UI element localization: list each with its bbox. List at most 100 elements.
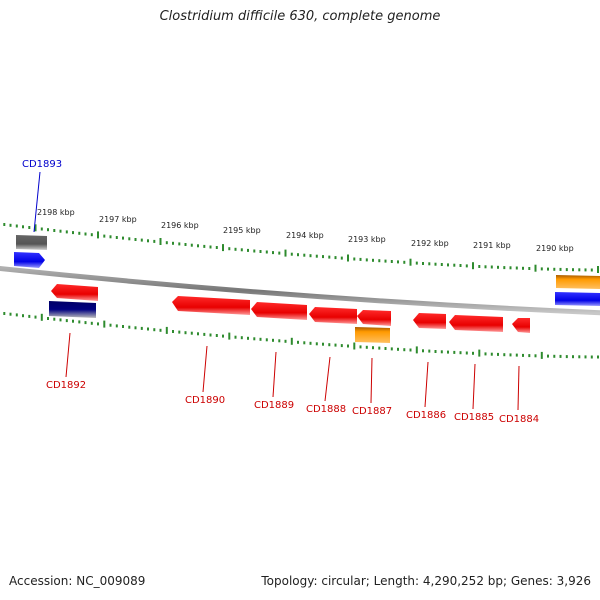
gene-label[interactable]: CD1889 xyxy=(254,400,294,411)
minor-tick xyxy=(559,354,562,358)
major-tick xyxy=(290,337,293,345)
minor-tick xyxy=(372,258,374,262)
minor-tick xyxy=(353,257,356,261)
minor-tick xyxy=(565,355,568,359)
minor-tick xyxy=(165,241,168,245)
minor-tick xyxy=(147,239,149,243)
major-tick xyxy=(40,313,43,321)
minor-tick xyxy=(465,264,468,268)
gene-label[interactable]: CD1893 xyxy=(22,159,62,170)
minor-tick xyxy=(215,334,218,337)
red-gene-arrow[interactable] xyxy=(512,318,530,333)
minor-tick xyxy=(303,341,306,345)
minor-tick xyxy=(297,340,299,344)
gene-label[interactable]: CD1885 xyxy=(454,412,494,423)
minor-tick xyxy=(265,250,268,254)
minor-tick xyxy=(47,228,49,232)
lower-tick-track xyxy=(3,312,599,359)
minor-tick xyxy=(9,223,12,227)
minor-tick xyxy=(53,317,56,321)
minor-tick xyxy=(584,355,587,359)
minor-tick xyxy=(447,350,449,354)
gene-label[interactable]: CD1890 xyxy=(185,395,225,406)
minor-tick xyxy=(590,355,593,359)
minor-tick xyxy=(297,253,299,257)
minor-tick xyxy=(115,236,118,239)
minor-tick xyxy=(265,338,268,342)
minor-tick xyxy=(347,344,349,348)
red-gene-arrow[interactable] xyxy=(309,307,357,324)
minor-tick xyxy=(434,350,437,353)
minor-tick xyxy=(540,267,543,271)
minor-tick xyxy=(65,230,68,234)
minor-tick xyxy=(140,326,143,330)
minor-tick xyxy=(497,352,499,356)
minor-tick xyxy=(534,354,537,358)
label-line xyxy=(472,363,476,410)
gene-label[interactable]: CD1888 xyxy=(306,404,346,415)
major-tick xyxy=(97,231,99,239)
minor-tick xyxy=(140,238,143,242)
minor-tick xyxy=(384,347,387,350)
minor-tick xyxy=(253,337,256,341)
minor-tick xyxy=(578,268,581,272)
minor-tick xyxy=(22,225,24,229)
minor-tick xyxy=(278,251,281,255)
minor-tick xyxy=(228,247,231,251)
minor-tick xyxy=(209,245,212,249)
red-gene-arrow[interactable] xyxy=(449,315,503,332)
reverse-strand-features xyxy=(49,284,530,343)
minor-tick xyxy=(9,312,12,316)
minor-tick xyxy=(234,247,237,251)
major-tick xyxy=(165,326,168,334)
minor-tick xyxy=(65,319,68,323)
minor-tick xyxy=(484,352,487,356)
blue-feature[interactable] xyxy=(555,292,600,306)
red-gene-arrow[interactable] xyxy=(413,313,446,329)
tick-label: 2192 kbp xyxy=(411,239,449,248)
minor-tick xyxy=(84,321,87,325)
minor-tick xyxy=(290,252,293,256)
minor-tick xyxy=(147,327,149,331)
red-gene-arrow[interactable] xyxy=(172,296,250,315)
minor-tick xyxy=(172,330,174,333)
minor-tick xyxy=(303,253,306,257)
minor-tick xyxy=(197,332,199,336)
minor-tick xyxy=(459,264,462,267)
red-gene-arrow[interactable] xyxy=(251,302,307,320)
minor-tick xyxy=(415,261,418,265)
minor-tick xyxy=(3,312,6,315)
orange-feature[interactable] xyxy=(355,327,390,343)
minor-tick xyxy=(197,244,199,248)
gene-label[interactable]: CD1886 xyxy=(406,410,446,421)
minor-tick xyxy=(309,254,312,258)
gene-label[interactable]: CD1887 xyxy=(352,406,392,417)
red-gene-arrow[interactable] xyxy=(51,284,98,301)
minor-tick xyxy=(309,341,312,345)
orange-feature[interactable] xyxy=(556,275,600,289)
major-tick xyxy=(478,349,481,357)
red-gene-arrow[interactable] xyxy=(357,310,391,326)
minor-tick xyxy=(34,315,37,319)
minor-tick xyxy=(22,314,24,318)
minor-tick xyxy=(515,353,518,357)
minor-tick xyxy=(334,343,337,347)
navy-feature[interactable] xyxy=(49,301,96,318)
blue-gene-arrow[interactable] xyxy=(14,252,45,268)
minor-tick xyxy=(465,351,468,355)
grey-feature[interactable] xyxy=(16,235,47,250)
gene-label[interactable]: CD1892 xyxy=(46,380,86,391)
major-tick xyxy=(415,346,418,354)
minor-tick xyxy=(359,345,362,349)
minor-tick xyxy=(578,355,581,359)
minor-tick xyxy=(440,350,443,354)
minor-tick xyxy=(503,266,506,270)
gene-label[interactable]: CD1884 xyxy=(499,414,539,425)
minor-tick xyxy=(84,232,87,236)
minor-tick xyxy=(40,227,43,231)
minor-tick xyxy=(322,342,324,346)
minor-tick xyxy=(328,255,331,259)
minor-tick xyxy=(184,243,187,246)
minor-tick xyxy=(240,248,243,252)
